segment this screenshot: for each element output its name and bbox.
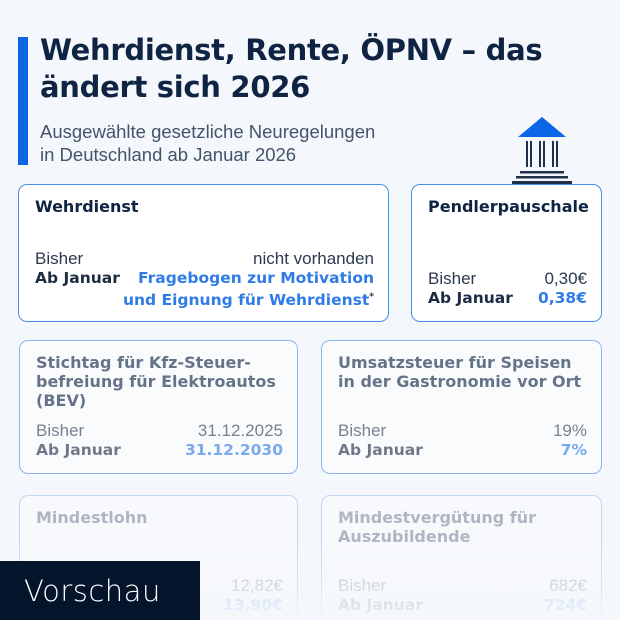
value-before: 19% xyxy=(552,421,587,440)
label-before: Bisher xyxy=(428,269,477,288)
value-after: 7% xyxy=(560,441,587,459)
card-title-line-1: Mindestvergütung für xyxy=(338,508,536,527)
value-before: 31.12.2025 xyxy=(197,421,283,440)
subtitle-line-2: in Deutschland ab Januar 2026 xyxy=(40,144,297,165)
page-title: Wehrdienst, Rente, ÖPNV – das ändert sic… xyxy=(40,33,543,104)
card-title-line-2: befreiung für Elektroautos xyxy=(36,372,276,391)
value-after-line-1: Fragebogen zur Motivation xyxy=(138,269,374,287)
card-title-line-2: in der Gastronomie vor Ort xyxy=(338,372,582,391)
card-title: Mindestlohn xyxy=(36,508,148,527)
value-after-line-2: und Eignung für Wehrdienst xyxy=(122,291,370,310)
card-wehrdienst: Wehrdienst Bisher nicht vorhanden Ab Jan… xyxy=(18,184,389,322)
label-after: Ab Januar xyxy=(428,289,513,307)
subtitle-line-1: Ausgewählte gesetzliche Neuregelungen xyxy=(40,121,376,142)
page-subtitle: Ausgewählte gesetzliche Neuregelungen in… xyxy=(40,120,460,166)
card-title: Wehrdienst xyxy=(35,197,139,216)
title-accent-bar xyxy=(18,37,28,165)
card-title-line-1: Umsatzsteuer für Speisen xyxy=(338,353,572,372)
value-after: 31.12.2030 xyxy=(184,441,283,459)
label-after: Ab Januar xyxy=(338,441,423,459)
value-after: 0,38€ xyxy=(537,289,587,307)
card-kfz-steuer: Stichtag für Kfz-Steuer- befreiung für E… xyxy=(19,340,298,474)
card-pendlerpauschale: Pendlerpauschale Bisher 0,30€ Ab Januar … xyxy=(411,184,602,322)
label-after: Ab Januar xyxy=(35,269,120,287)
government-building-icon xyxy=(512,117,572,184)
card-title: Pendlerpauschale xyxy=(428,197,589,216)
footnote-mark: * xyxy=(369,292,374,302)
card-title-line-3: (BEV) xyxy=(36,391,87,410)
card-title-line-1: Stichtag für Kfz-Steuer- xyxy=(36,353,251,372)
label-after: Ab Januar xyxy=(36,441,121,459)
value-after: Fragebogen zur Motivation und Eignung fü… xyxy=(123,269,374,310)
card-title: Umsatzsteuer für Speisen in der Gastrono… xyxy=(338,353,581,391)
card-umsatzsteuer: Umsatzsteuer für Speisen in der Gastrono… xyxy=(321,340,602,474)
label-before: Bisher xyxy=(36,421,85,440)
label-before: Bisher xyxy=(338,421,387,440)
value-before: 0,30€ xyxy=(544,269,587,288)
label-before: Bisher xyxy=(35,249,84,268)
preview-badge: Vorschau xyxy=(0,561,200,620)
value-before: nicht vorhanden xyxy=(253,249,374,268)
value-after-line-2-wrap: und Eignung für Wehrdienst* xyxy=(123,288,374,310)
card-title: Stichtag für Kfz-Steuer- befreiung für E… xyxy=(36,353,276,410)
